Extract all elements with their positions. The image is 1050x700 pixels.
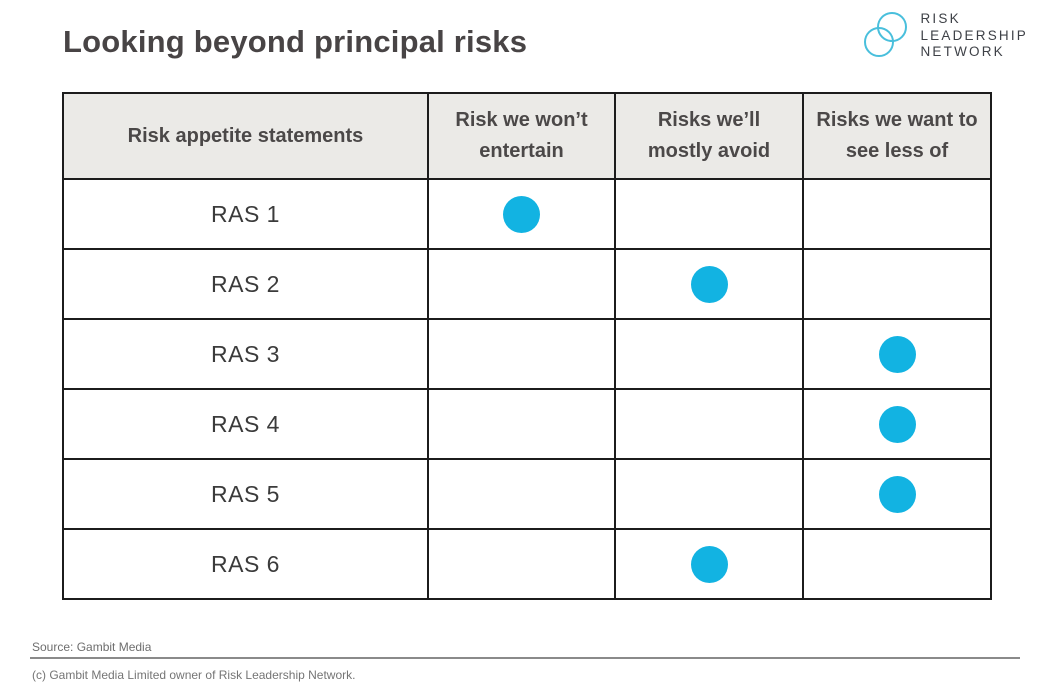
row-label-ras-1: RAS 1: [64, 178, 427, 248]
logo-line: LEADERSHIP: [920, 27, 1028, 43]
table-cell: [427, 178, 614, 248]
dot-marker: [690, 545, 728, 583]
table-cell: [614, 178, 802, 248]
row-label-ras-6: RAS 6: [64, 528, 427, 598]
table-cell: [427, 318, 614, 388]
dot-marker: [878, 335, 916, 373]
table-cell: [614, 388, 802, 458]
table-cell: [614, 248, 802, 318]
table-cell: [427, 458, 614, 528]
dot-marker: [690, 265, 728, 303]
logo-line: RISK: [920, 11, 961, 27]
row-label-ras-5: RAS 5: [64, 458, 427, 528]
overlapping-circles-icon: [855, 10, 913, 62]
risk-appetite-table: Risk appetite statements Risk we won’t e…: [62, 92, 992, 600]
logo-line: NETWORK: [920, 44, 1005, 60]
table-cell: [802, 318, 990, 388]
table-cell: [614, 458, 802, 528]
table-cell: [427, 248, 614, 318]
risk-leadership-network-logo: RISK LEADERSHIP NETWORK: [855, 10, 1028, 62]
footer-divider: [30, 657, 1020, 659]
copyright-note: (c) Gambit Media Limited owner of Risk L…: [32, 668, 356, 682]
table-cell: [802, 388, 990, 458]
dot-marker: [878, 475, 916, 513]
table-cell: [427, 528, 614, 598]
table-cell: [802, 248, 990, 318]
row-label-ras-4: RAS 4: [64, 388, 427, 458]
table-cell: [427, 388, 614, 458]
column-header-risk-we-wont-entertain: Risk we won’t entertain: [427, 94, 614, 178]
dot-marker: [878, 405, 916, 443]
row-label-ras-3: RAS 3: [64, 318, 427, 388]
dot-marker: [503, 195, 540, 233]
table-cell: [802, 178, 990, 248]
column-header-risks-we-want-to-see-less-of: Risks we want to see less of: [802, 94, 990, 178]
table-cell: [614, 318, 802, 388]
column-header-risk-appetite-statements: Risk appetite statements: [64, 94, 427, 178]
column-header-risks-well-mostly-avoid: Risks we’ll mostly avoid: [614, 94, 802, 178]
page-title: Looking beyond principal risks: [63, 24, 528, 59]
table-cell: [802, 528, 990, 598]
table-cell: [802, 458, 990, 528]
table-cell: [614, 528, 802, 598]
row-label-ras-2: RAS 2: [64, 248, 427, 318]
source-note: Source: Gambit Media: [32, 640, 152, 654]
logo-wordmark: RISK LEADERSHIP NETWORK: [920, 11, 1028, 61]
